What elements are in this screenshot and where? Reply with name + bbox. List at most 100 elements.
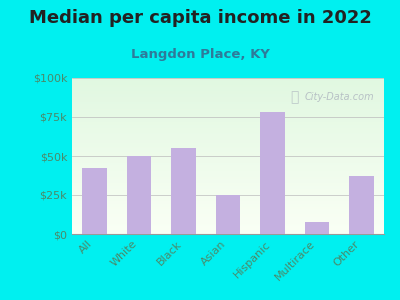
Bar [72,187,384,188]
Bar [72,208,384,209]
Bar [72,220,384,221]
Text: ⌕: ⌕ [290,90,299,104]
Bar [72,181,384,182]
Bar [72,111,384,112]
Bar [72,184,384,185]
Bar [72,153,384,154]
Bar [72,210,384,211]
Bar [72,109,384,110]
Text: Median per capita income in 2022: Median per capita income in 2022 [28,9,372,27]
Bar [72,230,384,231]
Bar [72,132,384,133]
Bar [72,86,384,87]
Bar [72,92,384,93]
Bar [72,157,384,158]
Bar [72,148,384,149]
Bar [72,228,384,229]
Bar [72,159,384,160]
Bar [72,183,384,184]
Bar [72,150,384,151]
Bar [72,222,384,223]
Bar [72,192,384,193]
Bar [72,155,384,156]
Bar [72,98,384,99]
Bar [72,119,384,120]
Bar [72,82,384,83]
Bar [72,219,384,220]
Bar [72,202,384,203]
Bar [72,171,384,172]
Bar [72,218,384,219]
Bar [72,146,384,147]
Bar [72,221,384,222]
Bar [72,126,384,127]
Bar [72,188,384,189]
Bar [72,108,384,109]
Bar [72,118,384,119]
Bar [72,124,384,125]
Bar [72,166,384,167]
Bar [72,141,384,142]
Bar [350,176,374,234]
Bar [72,125,384,126]
Bar [72,163,384,164]
Bar [72,225,384,226]
Bar [72,193,384,194]
Bar [72,145,384,146]
Bar [72,107,384,108]
Bar [72,99,384,100]
Bar [72,229,384,230]
Bar [171,148,196,234]
Bar [72,138,384,139]
Bar [72,147,384,148]
Bar [72,122,384,123]
Bar [72,80,384,81]
Bar [72,104,384,105]
Bar [72,94,384,95]
Bar [72,151,384,152]
Bar [72,169,384,170]
Bar [72,197,384,198]
Bar [72,129,384,130]
Bar [72,226,384,227]
Bar [72,196,384,197]
Bar [72,142,384,143]
Bar [72,112,384,113]
Bar [72,231,384,232]
Bar [72,105,384,106]
Bar [72,182,384,183]
Bar [72,160,384,161]
Text: Langdon Place, KY: Langdon Place, KY [130,48,270,61]
Bar [72,213,384,214]
Bar [72,96,384,97]
Bar [72,154,384,155]
Bar [72,110,384,111]
Bar [72,139,384,140]
Bar [72,178,384,179]
Bar [72,156,384,157]
Bar [72,212,384,213]
Bar [72,149,384,150]
Bar [72,207,384,208]
Bar [72,106,384,107]
Text: City-Data.com: City-Data.com [305,92,375,102]
Bar [72,115,384,116]
Bar [72,175,384,176]
Bar [72,167,384,168]
Bar [72,224,384,225]
Bar [72,135,384,136]
Bar [72,180,384,181]
Bar [126,156,151,234]
Bar [72,87,384,88]
Bar [72,204,384,205]
Bar [72,164,384,165]
Bar [72,209,384,210]
Bar [72,177,384,178]
Bar [72,88,384,89]
Bar [72,179,384,180]
Bar [72,140,384,141]
Bar [72,161,384,162]
Bar [72,198,384,199]
Bar [72,174,384,175]
Bar [72,191,384,192]
